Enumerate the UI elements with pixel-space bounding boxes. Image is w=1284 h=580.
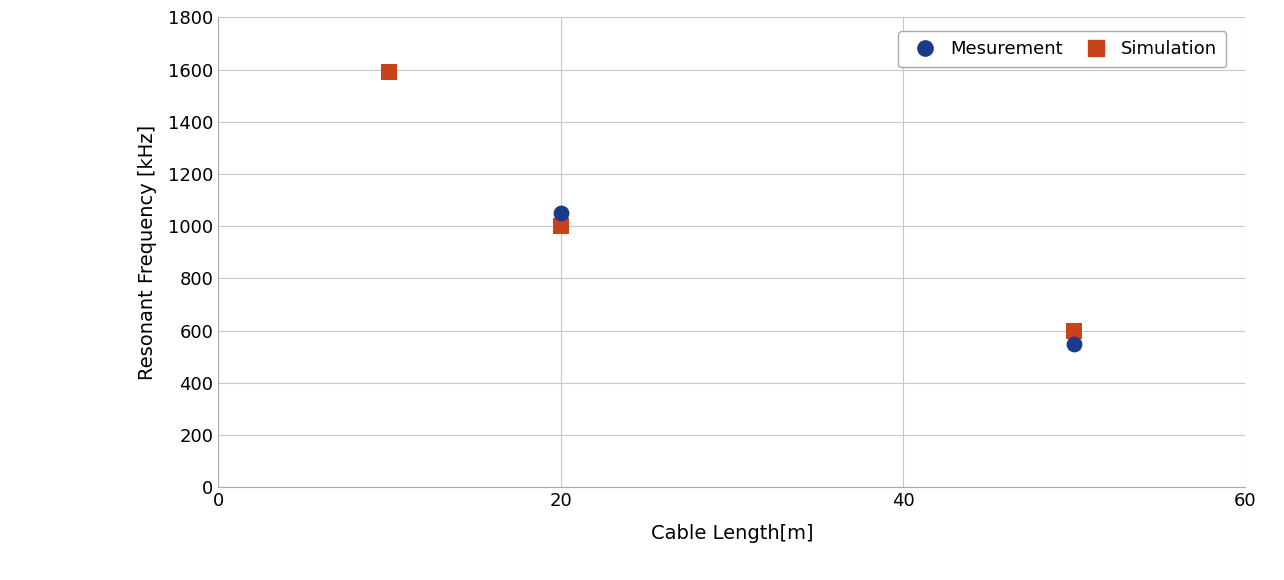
X-axis label: Cable Length[m]: Cable Length[m] <box>651 524 813 543</box>
Point <box>1064 326 1085 335</box>
Point <box>551 222 571 231</box>
Y-axis label: Resonant Frequency [kHz]: Resonant Frequency [kHz] <box>137 125 157 380</box>
Point <box>379 67 399 77</box>
Legend: Mesurement, Simulation: Mesurement, Simulation <box>899 31 1226 67</box>
Point <box>551 208 571 218</box>
Point <box>1064 339 1085 348</box>
